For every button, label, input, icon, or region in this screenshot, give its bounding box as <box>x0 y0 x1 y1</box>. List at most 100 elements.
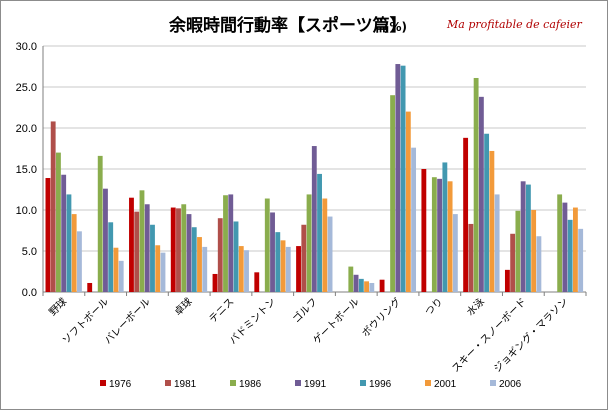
bar <box>322 198 328 292</box>
bar <box>327 216 333 292</box>
bar <box>452 214 458 292</box>
bar <box>437 178 443 292</box>
bar <box>400 65 406 293</box>
bar <box>478 96 484 292</box>
bar <box>139 190 145 292</box>
bar <box>411 147 417 292</box>
chart-title: 余暇時間行動率【スポーツ篇】 <box>168 15 407 36</box>
bar <box>296 246 301 292</box>
bar <box>186 214 192 292</box>
bar <box>306 194 312 292</box>
bar <box>285 246 291 292</box>
bar <box>473 77 479 292</box>
bar <box>212 273 218 292</box>
bar <box>61 174 67 292</box>
bar <box>557 194 563 292</box>
bar <box>118 260 124 292</box>
bar <box>228 194 234 292</box>
legend-swatch <box>425 380 431 386</box>
bars <box>45 64 584 293</box>
bar <box>264 198 270 292</box>
legend-swatch <box>230 380 236 386</box>
y-tick-label: 5.0 <box>22 246 37 258</box>
x-tick-label: ゴルフ <box>290 295 320 325</box>
y-tick-label: 0.0 <box>22 287 37 299</box>
y-tick-label: 20.0 <box>16 123 37 135</box>
bar <box>150 224 155 292</box>
bar <box>160 252 166 292</box>
bar <box>270 212 275 292</box>
bar <box>244 250 249 292</box>
bar <box>578 228 584 292</box>
bar <box>176 208 181 292</box>
bar <box>369 282 375 292</box>
bar <box>129 197 134 292</box>
legend-swatch <box>295 380 301 386</box>
bar <box>536 236 542 292</box>
legend-label: 2001 <box>434 379 457 390</box>
bar <box>463 137 469 292</box>
watermark-signature: Ma profitable de cafeier <box>446 18 582 31</box>
bar <box>144 204 150 292</box>
bar <box>567 219 573 292</box>
bar <box>405 111 411 292</box>
bar <box>468 223 474 292</box>
bar <box>447 181 453 292</box>
y-tick-label: 30.0 <box>16 41 37 53</box>
bar <box>202 246 208 292</box>
legend-swatch <box>360 380 366 386</box>
y-axis: 0.0 5.0 10.0 15.0 20.0 25.0 30.0 <box>16 41 44 299</box>
bar <box>77 231 82 292</box>
bar <box>181 204 187 292</box>
bar <box>87 282 93 292</box>
legend-swatch <box>490 380 496 386</box>
x-tick-label: テニス <box>207 296 236 325</box>
bar <box>562 202 568 292</box>
bar <box>134 211 140 292</box>
bar <box>113 247 119 292</box>
bar <box>379 279 385 292</box>
legend-label: 1991 <box>304 379 327 390</box>
x-tick-label: 卓球 <box>171 295 194 318</box>
x-tick-label: ボウリング <box>359 295 404 340</box>
bar <box>233 221 239 292</box>
bar <box>358 278 364 292</box>
legend-swatch <box>100 380 106 386</box>
bar <box>97 155 103 292</box>
bar <box>108 222 114 292</box>
bar <box>442 162 448 292</box>
bar <box>71 214 77 292</box>
bar <box>525 184 531 292</box>
bar <box>50 121 56 292</box>
bar <box>364 281 369 292</box>
bar <box>353 274 359 292</box>
y-tick-label: 15.0 <box>16 164 37 176</box>
bar <box>280 240 286 292</box>
bar <box>170 207 176 292</box>
legend-label: 1986 <box>239 379 262 390</box>
x-axis: 野球ソフトボールバレーボール 卓球 テニスバドミントン ゴルフゲートボールボウリングつ… <box>42 292 587 375</box>
bar <box>191 227 197 292</box>
bar <box>275 232 281 292</box>
bar <box>489 150 495 292</box>
bar <box>317 173 322 292</box>
legend-swatch <box>165 380 171 386</box>
bar <box>238 246 244 292</box>
bar <box>484 133 490 292</box>
bar <box>311 146 317 292</box>
legend-label: 1981 <box>174 379 197 390</box>
bar <box>531 210 537 292</box>
chart-title-unit: (%) <box>384 20 407 34</box>
legend-label: 1976 <box>109 379 132 390</box>
legend-label: 2006 <box>499 379 522 390</box>
y-tick-label: 10.0 <box>16 205 37 217</box>
x-tick-label: ジョギング・マラソン <box>491 295 571 375</box>
legend-label: 1996 <box>369 379 392 390</box>
x-tick-label: 水泳 <box>464 296 487 319</box>
bar <box>510 233 516 292</box>
bar <box>431 177 437 292</box>
bar <box>421 169 427 292</box>
bar <box>520 181 526 292</box>
legend: 1976 1981 1986 1991 1996 2001 2006 <box>100 379 522 390</box>
